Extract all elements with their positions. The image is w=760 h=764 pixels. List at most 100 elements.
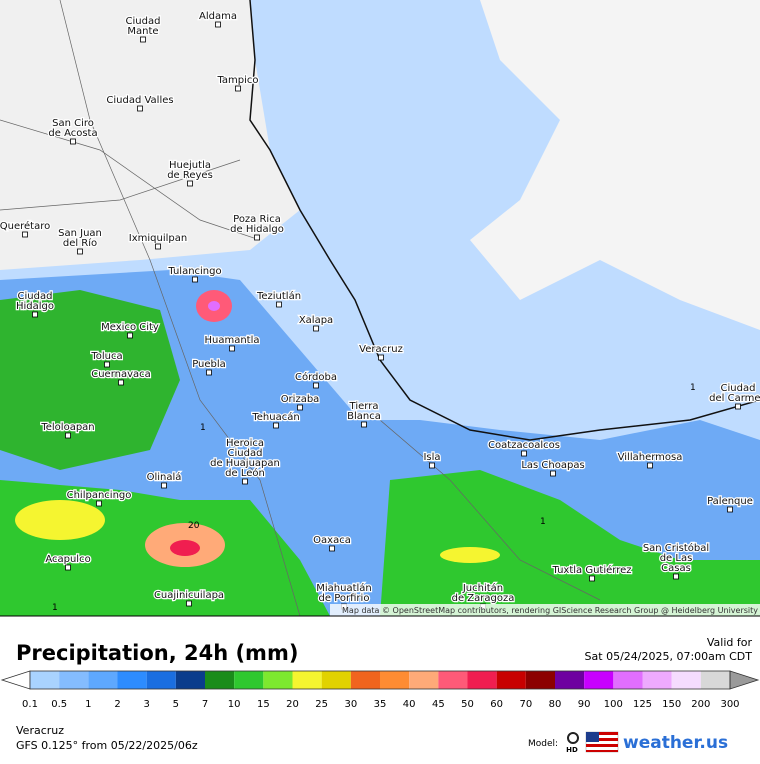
city-marker [155,243,161,250]
model-label: Model: [528,739,558,749]
city-label: de Porfirio [319,593,370,604]
legend-swatch [555,671,585,689]
city-label: Mante [127,26,158,37]
city-marker [273,422,279,429]
city-marker [32,311,38,318]
city-label: Teloloapan [40,422,94,433]
city-marker [647,462,653,469]
legend-swatch [88,671,118,689]
legend-label: 300 [720,699,739,710]
legend-swatch [642,671,672,689]
city-label: San Cristóbal [643,542,709,554]
city-label: Casas [661,563,691,574]
city-label: del Río [63,237,97,249]
legend-swatch [30,671,60,689]
legend-swatch [59,671,89,689]
city-marker [65,432,71,439]
legend-swatch [175,671,205,689]
city-marker [429,462,435,469]
contour-label: 1 [200,423,206,433]
city-marker [673,573,679,580]
precip-yellow [15,500,105,540]
legend-label: 1 [85,699,91,710]
city-label: Blanca [347,411,381,422]
city-marker [118,379,124,386]
legend-label: 50 [461,699,474,710]
legend-label: 40 [403,699,416,710]
city-label: Ciudad [126,16,161,27]
legend-label: 150 [662,699,681,710]
city-label: Xalapa [299,315,333,326]
contour-label: 20 [188,521,200,531]
attribution-bg [330,604,760,616]
city-label: Ciudad [721,383,756,394]
city-label: de Hidalgo [230,224,284,235]
city-label: Isla [423,452,440,463]
city-marker [137,105,143,112]
city-label: Orizaba [281,394,320,405]
city-label: Ciudad [18,291,53,302]
city-marker [70,138,76,145]
city-label: Córdoba [295,371,337,383]
city-label: Miahuatlán [316,582,372,594]
legend-swatch [146,671,176,689]
legend-swatch [117,671,147,689]
legend-label: 100 [604,699,623,710]
legend-label: 7 [202,699,208,710]
city-marker [235,85,241,92]
city-label: Poza Rica [233,214,281,225]
city-label: de Las [660,553,693,564]
city-label: Heroica [226,438,264,449]
legend-swatch [205,671,235,689]
city-label: Hidalgo [16,301,54,312]
legend-label: 35 [374,699,387,710]
city-marker [192,276,198,283]
us-flag [585,731,619,753]
city-label: Veracruz [359,344,403,355]
city-marker [161,482,167,489]
contour-label: 1 [540,517,546,527]
city-label: Acapulco [45,554,90,565]
city-label: Toluca [90,351,122,362]
legend-label: 0.5 [51,699,67,710]
city-marker [206,369,212,376]
valid-time: Sat 05/24/2025, 07:00am CDT [585,650,753,663]
city-label: Palenque [707,496,753,507]
city-label: San Ciro [52,118,94,129]
legend-label: 80 [549,699,562,710]
city-label: Las Choapas [521,460,584,471]
city-label: Tulancingo [167,266,221,277]
city-marker [378,354,384,361]
legend-swatch [496,671,526,689]
coastline [249,0,760,441]
city-marker [187,180,193,187]
precip-purple [208,301,220,311]
city-marker [329,545,335,552]
legend-swatch [321,671,351,689]
city-marker [186,600,192,607]
city-label: de Reyes [167,170,213,181]
legend-label: 3 [143,699,149,710]
legend-swatch [263,671,293,689]
city-marker [550,470,556,477]
city-label: Querétaro [0,220,50,232]
city-label: Tierra [349,401,379,412]
city-marker [65,564,71,571]
hd-icon [567,732,579,744]
title: Precipitation, 24h (mm) [16,641,298,665]
legend-label: 0.1 [22,699,38,710]
city-marker [313,325,319,332]
legend: 0.1 0.5 1 2 3 5 7 10 15 20 25 30 35 40 45 50 60 70 80 90 100… [0,670,760,710]
dry-area [330,0,760,330]
precip-yellow [440,547,500,563]
city-label: Tampico [216,75,258,86]
city-label: Mexico City [101,322,159,333]
city-label: Juchitán [462,582,503,594]
legend-swatch [613,671,643,689]
borders [0,0,601,617]
city-marker [361,421,367,428]
city-label: de Acosta [48,128,97,139]
